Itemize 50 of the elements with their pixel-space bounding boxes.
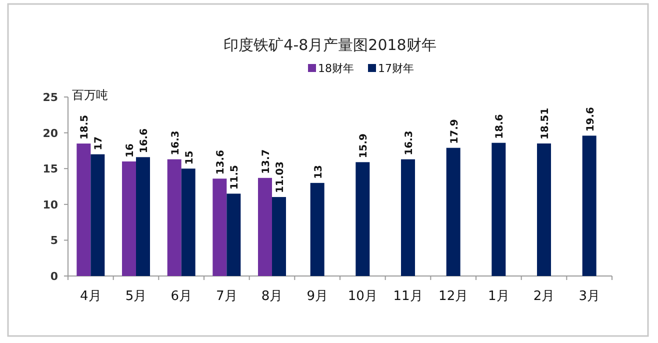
data-label: 16 bbox=[125, 143, 136, 158]
x-tick-label: 12月 bbox=[438, 289, 468, 304]
x-tick-label: 1月 bbox=[488, 289, 510, 304]
data-label: 17 bbox=[94, 136, 105, 150]
x-tick-label: 8月 bbox=[261, 289, 283, 304]
bar bbox=[446, 148, 460, 276]
bar bbox=[167, 159, 182, 276]
bar bbox=[492, 142, 506, 276]
y-tick-label: 0 bbox=[50, 270, 58, 283]
chart-title: 印度铁矿4-8月产量图2018财年 bbox=[224, 36, 436, 54]
data-label: 17.9 bbox=[449, 119, 460, 144]
bar bbox=[90, 154, 105, 276]
y-tick-label: 10 bbox=[42, 198, 58, 212]
data-label: 13.7 bbox=[261, 149, 272, 174]
x-tick-label: 3月 bbox=[578, 289, 600, 304]
legend-label: 17财年 bbox=[378, 62, 414, 75]
y-axis-title: 百万吨 bbox=[72, 88, 108, 102]
data-label: 11.03 bbox=[275, 161, 286, 194]
data-label: 15 bbox=[184, 150, 196, 165]
data-label: 16.3 bbox=[170, 130, 182, 156]
data-label: 15.9 bbox=[358, 133, 370, 158]
data-label: 18.5 bbox=[80, 114, 91, 140]
data-label: 11.5 bbox=[230, 164, 241, 190]
x-tick-label: 6月 bbox=[170, 289, 192, 304]
bar bbox=[582, 136, 596, 276]
y-tick-label: 20 bbox=[42, 126, 58, 140]
data-label: 18.6 bbox=[494, 114, 506, 139]
y-tick-label: 25 bbox=[42, 91, 58, 104]
x-tick-label: 4月 bbox=[80, 289, 102, 304]
data-label: 13 bbox=[313, 164, 324, 179]
x-tick-label: 5月 bbox=[125, 289, 147, 304]
data-label: 19.6 bbox=[585, 106, 596, 132]
x-tick-label: 11月 bbox=[393, 289, 423, 304]
data-label: 18.51 bbox=[540, 108, 551, 140]
x-tick-label: 10月 bbox=[348, 289, 378, 304]
data-label: 16.3 bbox=[404, 130, 415, 156]
bar bbox=[181, 168, 196, 276]
y-tick-label: 5 bbox=[50, 234, 58, 248]
bar bbox=[212, 178, 227, 276]
legend-label: 18财年 bbox=[318, 62, 354, 75]
x-tick-label: 9月 bbox=[306, 289, 328, 304]
data-label: 16.6 bbox=[139, 128, 150, 154]
bar bbox=[122, 161, 136, 276]
data-label: 13.6 bbox=[216, 150, 227, 175]
bar bbox=[136, 157, 150, 276]
y-tick-label: 15 bbox=[42, 162, 58, 176]
x-tick-label: 2月 bbox=[533, 289, 555, 304]
bar bbox=[537, 143, 551, 276]
bar bbox=[76, 144, 91, 276]
x-tick-label: 7月 bbox=[216, 289, 238, 304]
